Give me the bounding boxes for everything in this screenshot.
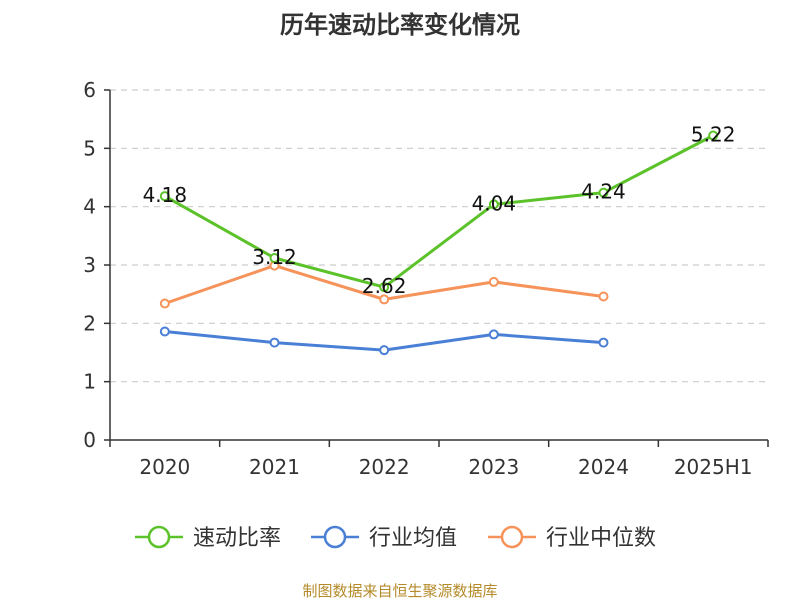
- legend-label: 行业中位数: [546, 526, 656, 551]
- grid-lines: [110, 89, 768, 383]
- x-tick-label: 2021: [249, 455, 300, 479]
- y-tick-label: 6: [83, 78, 96, 102]
- data-label: 4.04: [472, 191, 517, 215]
- x-tick-label: 2020: [139, 455, 190, 479]
- data-label: 2.62: [362, 274, 407, 298]
- x-tick-label: 2025H1: [674, 455, 753, 479]
- x-tick-label: 2024: [578, 455, 629, 479]
- data-point: [488, 199, 499, 210]
- data-point: [598, 187, 609, 198]
- axes: 0 1 2 3 4 5 6 2020 2021 2022 2023 2024 2025H1: [83, 78, 769, 479]
- source-note: 制图数据来自恒生聚源数据库: [302, 582, 497, 600]
- y-tick-label: 2: [83, 311, 96, 335]
- data-point: [488, 276, 499, 287]
- chart-title: 历年速动比率变化情况: [280, 11, 520, 39]
- data-label: 5.22: [691, 123, 736, 147]
- data-point: [159, 191, 170, 202]
- data-label: 4.18: [143, 183, 188, 207]
- data-point: [598, 337, 609, 348]
- data-label: 3.12: [252, 245, 297, 269]
- x-tick-label: 2023: [468, 455, 519, 479]
- y-tick-label: 5: [83, 136, 96, 160]
- data-label: 4.24: [581, 180, 626, 204]
- data-point: [708, 130, 719, 141]
- data-point: [269, 253, 280, 263]
- legend-label: 速动比率: [193, 526, 281, 551]
- y-tick-label: 4: [83, 195, 96, 219]
- data-point: [598, 291, 609, 302]
- y-tick-label: 1: [83, 370, 96, 394]
- legend-label: 行业均值: [369, 526, 457, 551]
- y-tick-label: 0: [83, 428, 96, 452]
- x-tick-label: 2022: [359, 455, 410, 479]
- legend-marker-circle: [147, 525, 171, 549]
- series-line: [164, 134, 714, 289]
- data-point: [159, 298, 170, 309]
- legend: 速动比率 行业均值 行业中位数: [135, 525, 656, 551]
- series-layer: 4.18 3.12 2.62 4.04 4.24 5.22: [143, 123, 736, 356]
- legend-marker-circle: [500, 525, 524, 549]
- legend-marker-circle: [323, 525, 347, 549]
- data-point: [159, 326, 170, 337]
- y-tick-label: 3: [83, 253, 96, 277]
- data-point: [379, 294, 390, 305]
- data-point: [379, 282, 390, 293]
- data-point: [488, 329, 499, 340]
- data-point: [379, 345, 390, 356]
- data-point: [269, 337, 280, 348]
